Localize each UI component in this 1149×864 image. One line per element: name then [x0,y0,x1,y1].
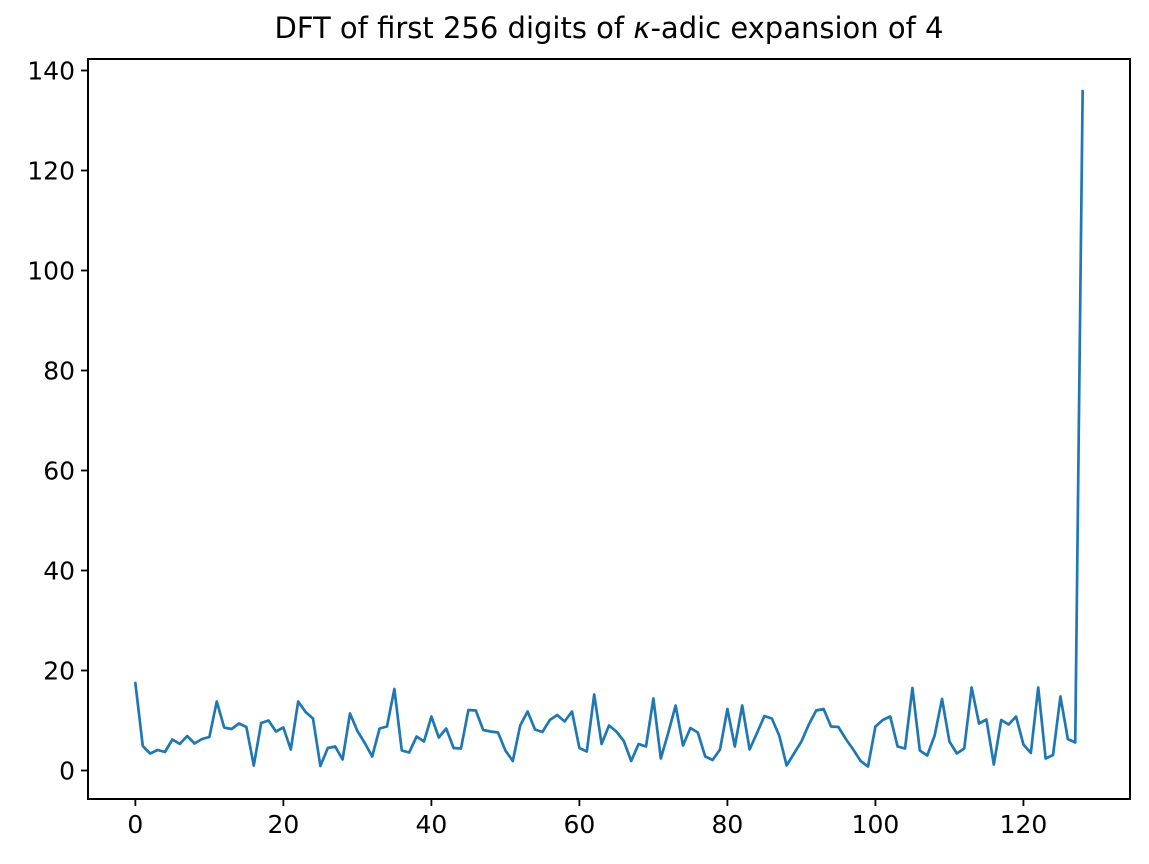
x-tick-label: 0 [127,810,143,839]
x-tick-label: 60 [563,810,595,839]
y-tick-label: 20 [43,657,75,686]
x-tick-label: 80 [712,810,744,839]
axes-spines [87,58,1131,800]
x-tick-label: 100 [852,810,900,839]
chart-title-suffix: -adic expansion of 4 [650,11,944,45]
chart-title-text: DFT of first 256 digits of [274,11,634,45]
x-tick-label: 120 [1000,810,1048,839]
y-tick-label: 40 [43,557,75,586]
x-tick-label: 20 [267,810,299,839]
chart-title-kappa: κ [633,11,651,45]
y-tick-label: 60 [43,457,75,486]
y-tick-label: 0 [59,757,75,786]
dft-line-series [134,89,1084,768]
y-tick-label: 100 [27,257,75,286]
y-tick-label: 80 [43,357,75,386]
x-tick-label: 40 [415,810,447,839]
y-tick-label: 140 [27,57,75,86]
y-tick-label: 120 [27,157,75,186]
chart-title: DFT of first 256 digits of κ-adic expans… [88,11,1130,45]
